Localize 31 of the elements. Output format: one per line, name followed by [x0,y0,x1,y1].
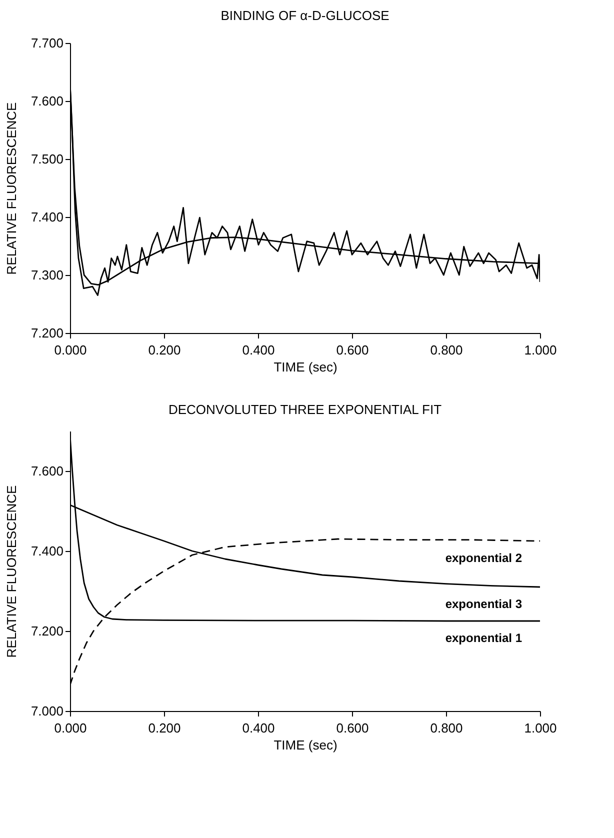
y-tick-label: 7.600 [30,94,64,108]
x-tick-label: 0.000 [54,720,87,736]
y-axis-title: RELATIVE FLUORESCENCE [4,102,19,275]
x-tick-label: 0.400 [242,720,275,736]
chart-title: DECONVOLUTED THREE EXPONENTIAL FIT [168,402,442,417]
series-label: exponential 3 [445,597,522,611]
y-tick-label: 7.400 [30,544,64,558]
x-tick-label: 0.800 [430,720,463,736]
y-tick-label: 7.300 [30,268,64,282]
x-tick-label: 1.000 [524,342,557,358]
x-tick-label: 0.200 [148,342,181,358]
x-tick-label: 0.000 [54,342,87,358]
chart-title: BINDING OF α-D-GLUCOSE [220,8,390,23]
y-tick-label: 7.000 [30,704,64,718]
y-tick-label: 7.700 [30,36,64,50]
x-axis-title: TIME (sec) [274,738,338,752]
series-label: exponential 2 [445,551,522,565]
x-axis-title: TIME (sec) [274,360,338,374]
x-tick-label: 0.800 [430,342,463,358]
y-tick-label: 7.200 [30,624,64,638]
y-tick-label: 7.600 [30,464,64,478]
x-tick-label: 0.600 [336,720,369,736]
x-tick-label: 0.400 [242,342,275,358]
x-tick-label: 0.200 [148,720,181,736]
x-tick-label: 0.600 [336,342,369,358]
x-tick-label: 1.000 [524,720,557,736]
y-axis-title: RELATIVE FLUORESCENCE [4,484,19,658]
y-tick-label: 7.200 [30,326,64,340]
y-tick-label: 7.500 [30,152,64,166]
y-tick-label: 7.400 [30,210,64,224]
series-label: exponential 1 [445,631,522,645]
